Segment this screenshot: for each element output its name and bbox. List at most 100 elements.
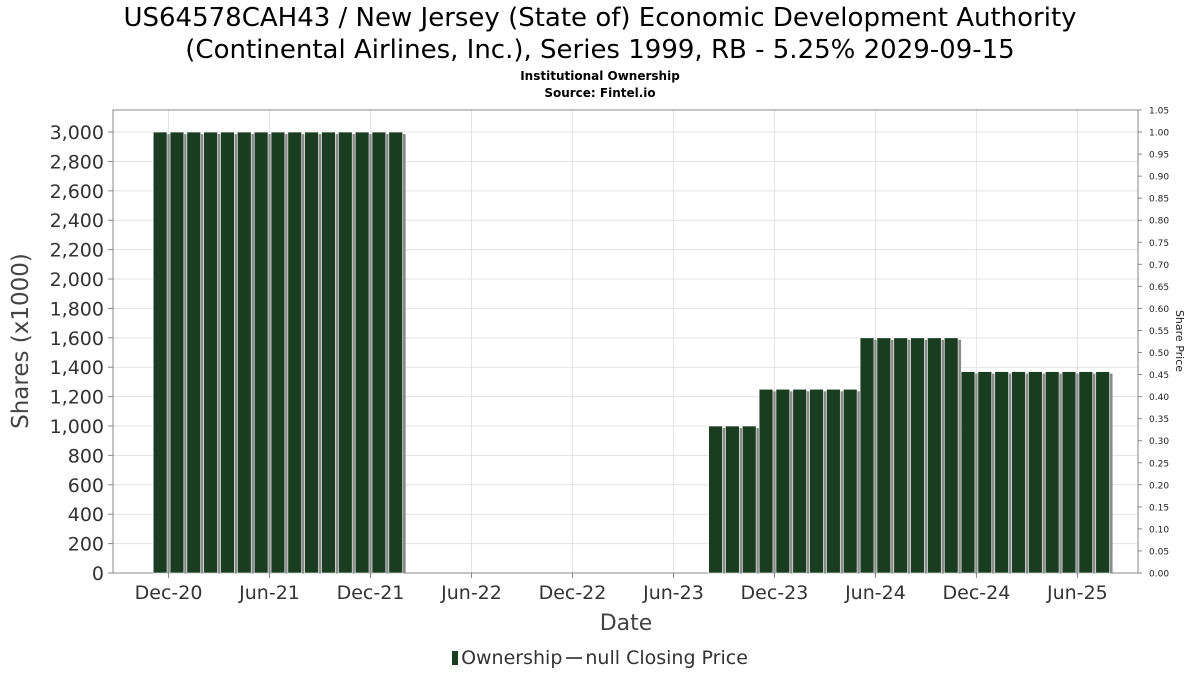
bar — [253, 131, 269, 574]
y-axis-right: 0.00 0.05 0.10 0.15 0.20 0.25 0.30 0.35 0.40 0.45… — [1138, 107, 1169, 580]
bar — [304, 131, 319, 574]
legend-ownership-swatch — [452, 651, 459, 665]
y-tick-label: 1,200 — [50, 387, 104, 409]
legend: Ownership null Closing Price — [0, 647, 1200, 669]
bar — [742, 425, 757, 574]
bar — [943, 337, 959, 574]
x-axis-label: Date — [600, 611, 653, 636]
bar — [977, 371, 993, 574]
y-tick-label: 2,800 — [50, 151, 104, 173]
y-tick-label: 1,400 — [50, 357, 104, 379]
y-axis-label: Shares (x1000) — [8, 253, 34, 429]
bar — [960, 371, 976, 574]
y-tick-label: 0 — [92, 563, 104, 585]
chart-subtitle: Institutional Ownership — [520, 69, 680, 83]
y2-tick-label: 0.25 — [1149, 459, 1169, 469]
y-tick-label: 2,200 — [50, 240, 104, 262]
bar — [758, 388, 774, 574]
y2-tick-label: 0.00 — [1149, 570, 1169, 580]
y2-tick-label: 0.75 — [1149, 239, 1169, 249]
x-tick-label: Dec-23 — [741, 582, 809, 604]
bar — [203, 131, 218, 574]
bar — [1044, 371, 1060, 574]
y-tick-label: 200 — [68, 534, 104, 556]
bar — [910, 337, 925, 574]
x-tick-label: Jun-24 — [844, 582, 906, 604]
y-tick-label: 800 — [68, 445, 104, 467]
y2-tick-label: 0.95 — [1149, 151, 1169, 161]
y-tick-label: 1,800 — [50, 298, 104, 320]
bar — [388, 131, 403, 574]
y-tick-label: 2,600 — [50, 181, 104, 203]
bar — [287, 131, 302, 574]
bar — [220, 131, 235, 574]
x-tick-label: Dec-24 — [943, 582, 1011, 604]
chart-title-line-1: US64578CAH43 / New Jersey (State of) Eco… — [123, 3, 1077, 33]
x-tick-label: Jun-21 — [238, 582, 300, 604]
bar — [338, 131, 353, 574]
legend-ownership-label: Ownership — [461, 647, 563, 669]
bar — [809, 388, 824, 574]
x-tick-label: Jun-22 — [440, 582, 502, 604]
plot-area — [112, 109, 1139, 574]
y2-tick-label: 0.15 — [1149, 503, 1169, 513]
bar — [321, 131, 336, 574]
y2-tick-label: 0.20 — [1149, 481, 1169, 491]
x-axis: Dec-20 Jun-21 Dec-21 Jun-22 Dec-22 Jun-23 Dec-… — [135, 573, 1108, 604]
x-tick-label: Dec-21 — [337, 582, 405, 604]
y-tick-label: 400 — [68, 504, 104, 526]
bar — [152, 131, 168, 574]
y2-tick-label: 0.90 — [1149, 173, 1169, 183]
y-tick-label: 1,600 — [50, 328, 104, 350]
y-tick-label: 2,400 — [50, 210, 104, 232]
y2-tick-label: 0.30 — [1149, 437, 1169, 447]
bar — [826, 388, 841, 574]
bar-series-ownership — [152, 131, 1113, 574]
y2-tick-label: 1.00 — [1149, 129, 1169, 139]
bar — [270, 131, 286, 574]
bar — [775, 388, 791, 574]
x-tick-label: Dec-20 — [135, 582, 203, 604]
bar — [876, 337, 892, 574]
bar — [237, 131, 252, 574]
y2-tick-label: 0.05 — [1149, 547, 1169, 557]
y2-tick-label: 0.70 — [1149, 261, 1169, 271]
x-tick-label: Dec-22 — [539, 582, 607, 604]
bar — [354, 131, 370, 574]
y2-tick-label: 0.40 — [1149, 393, 1169, 403]
bar — [893, 337, 908, 574]
y2-axis-label: Share Price — [1173, 310, 1186, 372]
bar — [169, 131, 185, 574]
y2-tick-label: 0.10 — [1149, 525, 1169, 535]
y2-tick-label: 0.45 — [1149, 371, 1169, 381]
bar — [186, 131, 201, 574]
y2-tick-label: 0.65 — [1149, 283, 1169, 293]
bar — [1095, 371, 1110, 574]
chart-source: Source: Fintel.io — [544, 86, 656, 100]
y2-tick-label: 0.80 — [1149, 217, 1169, 227]
x-tick-label: Jun-25 — [1046, 582, 1108, 604]
y-tick-label: 3,000 — [50, 122, 104, 144]
bar — [927, 337, 942, 574]
bar — [859, 337, 875, 574]
bar — [792, 388, 807, 574]
bar — [1028, 371, 1043, 574]
y-tick-label: 2,000 — [50, 269, 104, 291]
x-tick-label: Jun-23 — [642, 582, 704, 604]
bar — [371, 131, 387, 574]
y-tick-label: 1,000 — [50, 416, 104, 438]
legend-price-line — [566, 657, 583, 659]
bar — [1011, 371, 1026, 574]
bar — [725, 425, 740, 574]
bar — [708, 425, 723, 574]
y2-tick-label: 0.50 — [1149, 349, 1169, 359]
y2-tick-label: 0.60 — [1149, 305, 1169, 315]
bar — [994, 371, 1009, 574]
y2-tick-label: 1.05 — [1149, 107, 1169, 117]
y2-tick-label: 0.35 — [1149, 415, 1169, 425]
bar — [1078, 371, 1094, 574]
bar — [842, 388, 858, 574]
legend-price-label: null Closing Price — [585, 647, 748, 669]
chart-title-line-2: (Continental Airlines, Inc.), Series 199… — [185, 35, 1015, 65]
